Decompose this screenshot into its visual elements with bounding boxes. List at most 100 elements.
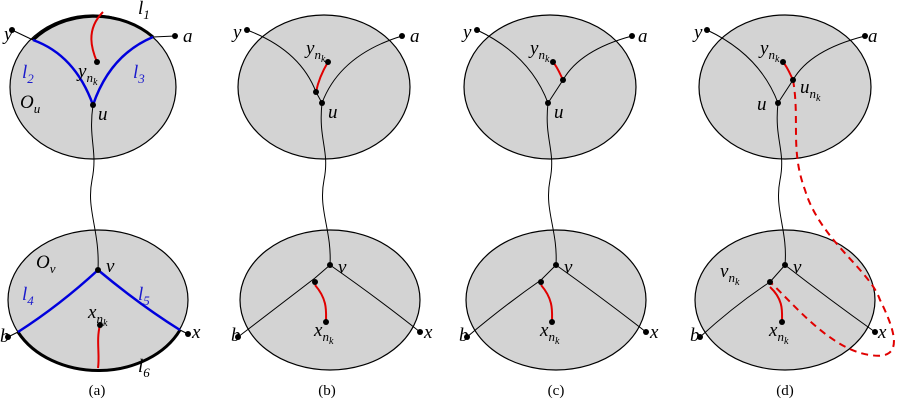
label: x	[423, 322, 433, 343]
label-base: x	[423, 322, 433, 343]
label-subsub: k	[329, 336, 334, 347]
panel-b	[235, 14, 423, 371]
label-subsub: k	[735, 277, 740, 288]
label: vnk	[720, 261, 740, 288]
panel-d	[694, 14, 895, 371]
label-subsub: k	[321, 54, 326, 65]
label-sub: n	[314, 47, 321, 62]
label: u	[98, 104, 108, 125]
label-sub: n	[86, 70, 93, 85]
label-base: l	[22, 62, 27, 83]
label: u	[554, 102, 564, 123]
label-sub: u	[34, 101, 41, 116]
label-base: a	[183, 26, 193, 47]
panel-a	[5, 11, 191, 372]
label: l6	[138, 356, 150, 380]
label: l2	[22, 62, 34, 86]
label: l4	[22, 284, 34, 308]
label: y	[692, 22, 703, 43]
label: ynk	[76, 61, 98, 88]
label-base: b	[690, 325, 700, 346]
label-base: v	[793, 257, 802, 278]
label: xnk	[539, 320, 560, 347]
label-sub: 6	[143, 365, 150, 380]
label: Ov	[36, 252, 56, 276]
label: y	[2, 24, 13, 45]
label: b	[231, 325, 241, 346]
label-sub: n	[538, 47, 545, 62]
label: v	[338, 257, 347, 278]
label: v	[564, 257, 573, 278]
label: xnk	[313, 320, 334, 347]
label-base: l	[138, 356, 143, 377]
label: v	[793, 257, 802, 278]
caption: (c)	[548, 383, 565, 399]
label-subsub: k	[816, 93, 821, 104]
label-base: v	[338, 257, 347, 278]
label-base: a	[410, 26, 420, 47]
label-subsub: k	[93, 77, 98, 88]
label-sub: n	[322, 329, 329, 344]
label-sub: n	[810, 86, 817, 101]
label-sub: 2	[27, 71, 34, 86]
caption: (a)	[89, 383, 106, 399]
label: b	[690, 325, 700, 346]
label-subsub: k	[545, 54, 550, 65]
label-base: u	[328, 102, 338, 123]
label-base: x	[649, 322, 659, 343]
label-sub: 5	[143, 293, 150, 308]
label-sub: n	[768, 47, 775, 62]
label-sub: 1	[143, 7, 150, 22]
label: xnk	[87, 302, 108, 329]
label: b	[459, 325, 469, 346]
label-base: x	[877, 322, 887, 343]
label-base: v	[564, 257, 573, 278]
label-base: b	[459, 325, 469, 346]
label-base: l	[138, 284, 143, 305]
label: l1	[138, 0, 150, 22]
label-base: a	[638, 26, 648, 47]
caption: (d)	[776, 383, 794, 399]
label-base: a	[868, 26, 878, 47]
label: u	[757, 94, 767, 115]
label: x	[877, 322, 887, 343]
label-sub: n	[777, 329, 784, 344]
label: y	[231, 22, 242, 43]
label: xnk	[768, 320, 789, 347]
label-subsub: k	[555, 336, 560, 347]
label-base: x	[87, 302, 97, 323]
label: l3	[133, 62, 145, 86]
label: y	[461, 22, 472, 43]
label-base: y	[2, 24, 13, 45]
label-base: y	[692, 22, 703, 43]
label-base: b	[0, 326, 10, 347]
label: l5	[138, 284, 150, 308]
label-subsub: k	[775, 54, 780, 65]
label-sub: 3	[137, 71, 145, 86]
label-base: O	[36, 252, 50, 273]
label-subsub: k	[784, 336, 789, 347]
label-base: y	[304, 38, 315, 59]
label-base: y	[758, 38, 769, 59]
label: ynk	[758, 38, 780, 65]
label-base: u	[98, 104, 108, 125]
label: u	[328, 102, 338, 123]
label-base: l	[138, 0, 143, 19]
label-base: l	[22, 284, 27, 305]
caption: (b)	[318, 383, 336, 399]
label: x	[649, 322, 659, 343]
label: ynk	[528, 38, 550, 65]
label-sub: n	[548, 329, 555, 344]
label: a	[410, 26, 420, 47]
label: x	[191, 322, 201, 343]
label-base: y	[528, 38, 539, 59]
label: v	[106, 256, 115, 277]
label-sub: n	[728, 270, 735, 285]
label: Ou	[20, 92, 41, 116]
label: unk	[800, 77, 821, 104]
label-base: O	[20, 92, 34, 113]
label-base: x	[313, 320, 323, 341]
label: a	[183, 26, 193, 47]
label: ynk	[304, 38, 326, 65]
label-base: x	[539, 320, 549, 341]
